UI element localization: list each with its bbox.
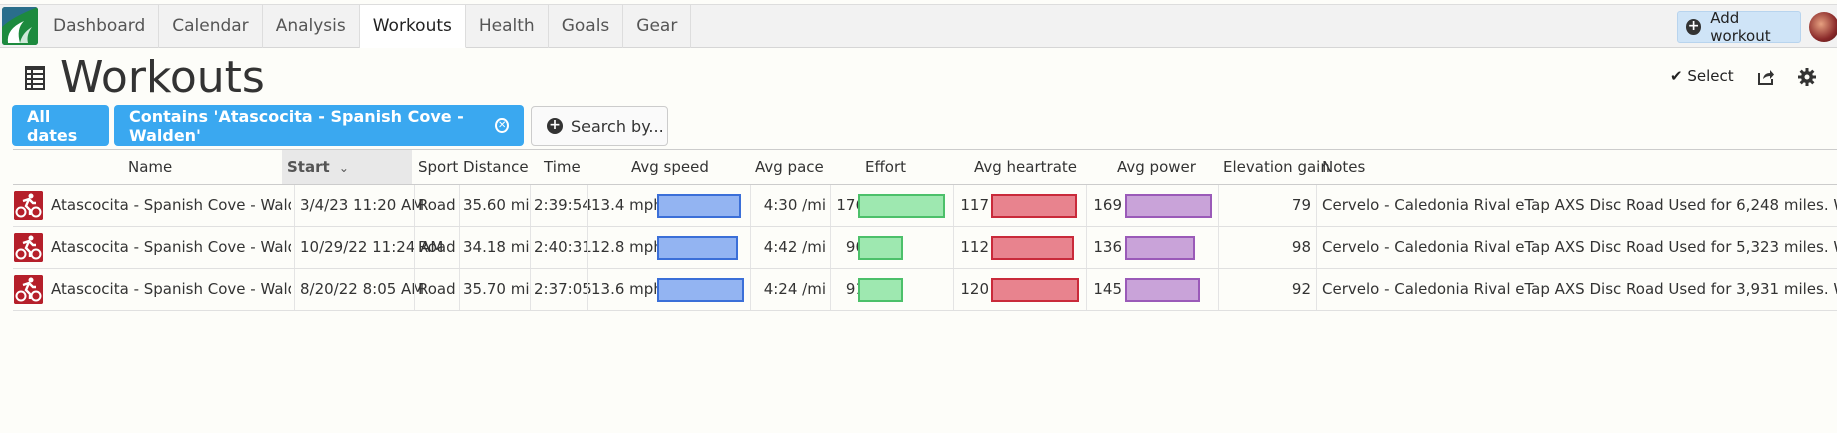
cell-elevation-gain: 98 bbox=[1291, 238, 1311, 256]
plus-circle-icon: + bbox=[1686, 18, 1702, 35]
table-row[interactable]: Atascocita - Spanish Cove - Walden 3/4/2… bbox=[13, 185, 1837, 227]
col-distance[interactable]: Distance bbox=[463, 158, 529, 176]
search-by-label: Search by... bbox=[571, 116, 664, 136]
all-dates-filter[interactable]: All dates bbox=[12, 105, 109, 146]
road-bike-icon bbox=[14, 275, 43, 304]
all-dates-label: All dates bbox=[27, 106, 78, 145]
tab-goals[interactable]: Goals bbox=[549, 5, 624, 48]
search-by-button[interactable]: + Search by... bbox=[531, 106, 668, 146]
cell-avg-speed: 12.8 mph bbox=[591, 238, 663, 256]
cell-name[interactable]: Atascocita - Spanish Cove - Walden bbox=[51, 196, 291, 214]
col-name[interactable]: Name bbox=[128, 158, 173, 176]
avatar[interactable] bbox=[1809, 12, 1837, 42]
cell-avg-speed: 13.6 mph bbox=[591, 280, 663, 298]
cell-sport: Road bbox=[418, 196, 456, 214]
road-bike-icon bbox=[14, 233, 43, 262]
plus-circle-icon: + bbox=[547, 118, 563, 134]
tab-gear[interactable]: Gear bbox=[623, 5, 692, 48]
cell-sport: Road bbox=[418, 238, 456, 256]
col-avg-heartrate[interactable]: Avg heartrate bbox=[974, 158, 1077, 176]
cell-avg-pace: 4:42 /mi bbox=[763, 238, 826, 256]
col-sport[interactable]: Sport bbox=[418, 158, 459, 176]
check-icon: ✔ bbox=[1670, 67, 1683, 85]
heartrate-bar bbox=[991, 194, 1077, 218]
cell-elevation-gain: 79 bbox=[1291, 196, 1311, 214]
cell-distance: 35.60 mi bbox=[463, 196, 530, 214]
col-elevation-gain[interactable]: Elevation gain bbox=[1223, 158, 1330, 176]
tab-calendar[interactable]: Calendar bbox=[159, 5, 263, 48]
cell-start: 8/20/22 8:05 AM bbox=[300, 280, 425, 298]
cell-avg-heartrate: 112 bbox=[960, 238, 989, 256]
app-logo-icon[interactable] bbox=[2, 7, 38, 45]
col-avg-speed[interactable]: Avg speed bbox=[631, 158, 709, 176]
power-bar bbox=[1125, 194, 1212, 218]
cell-avg-heartrate: 117 bbox=[960, 196, 989, 214]
cell-notes: Cervelo - Caledonia Rival eTap AXS Disc … bbox=[1322, 280, 1837, 298]
clear-x-icon[interactable]: ✕ bbox=[495, 118, 509, 133]
heartrate-bar bbox=[991, 278, 1079, 302]
power-bar bbox=[1125, 278, 1200, 302]
tab-analysis[interactable]: Analysis bbox=[263, 5, 360, 48]
col-start-label: Start bbox=[287, 158, 330, 176]
col-notes[interactable]: Notes bbox=[1322, 158, 1366, 176]
cell-name[interactable]: Atascocita - Spanish Cove - Walden bbox=[51, 238, 291, 256]
cell-effort: 176 bbox=[836, 196, 865, 214]
cell-distance: 34.18 mi bbox=[463, 238, 530, 256]
cell-avg-speed: 13.4 mph bbox=[591, 196, 663, 214]
cell-notes: Cervelo - Caledonia Rival eTap AXS Disc … bbox=[1322, 196, 1837, 214]
nav-tabs: Dashboard Calendar Analysis Workouts Hea… bbox=[40, 5, 692, 48]
top-navbar: Dashboard Calendar Analysis Workouts Hea… bbox=[0, 4, 1837, 48]
cell-sport: Road bbox=[418, 280, 456, 298]
power-bar bbox=[1125, 236, 1195, 260]
cell-avg-power: 145 bbox=[1093, 280, 1122, 298]
select-label: Select bbox=[1687, 67, 1734, 85]
cell-time: 2:37:05 bbox=[534, 280, 592, 298]
road-bike-icon bbox=[14, 191, 43, 220]
cell-avg-pace: 4:24 /mi bbox=[763, 280, 826, 298]
heartrate-bar bbox=[991, 236, 1074, 260]
share-icon[interactable] bbox=[1757, 68, 1775, 86]
cell-avg-heartrate: 120 bbox=[960, 280, 989, 298]
col-start[interactable]: Start ⌄ bbox=[282, 150, 412, 184]
table-header: Name Start ⌄ Sport Distance Time Avg spe… bbox=[13, 149, 1837, 185]
tab-dashboard[interactable]: Dashboard bbox=[40, 5, 160, 48]
contains-filter[interactable]: Contains 'Atascocita - Spanish Cove - Wa… bbox=[114, 105, 524, 146]
col-effort[interactable]: Effort bbox=[865, 158, 907, 176]
cell-name[interactable]: Atascocita - Spanish Cove - Walden bbox=[51, 280, 291, 298]
col-time[interactable]: Time bbox=[544, 158, 581, 176]
cell-time: 2:40:31 bbox=[534, 238, 592, 256]
cell-avg-power: 136 bbox=[1093, 238, 1122, 256]
gear-icon[interactable] bbox=[1798, 68, 1816, 86]
col-avg-pace[interactable]: Avg pace bbox=[755, 158, 824, 176]
tab-health[interactable]: Health bbox=[466, 5, 549, 48]
speed-bar bbox=[657, 194, 741, 218]
col-avg-power[interactable]: Avg power bbox=[1117, 158, 1196, 176]
select-button[interactable]: ✔ Select bbox=[1670, 67, 1734, 85]
chevron-down-icon: ⌄ bbox=[338, 161, 349, 175]
cell-distance: 35.70 mi bbox=[463, 280, 530, 298]
tab-workouts[interactable]: Workouts bbox=[359, 5, 466, 48]
cell-elevation-gain: 92 bbox=[1291, 280, 1311, 298]
effort-bar bbox=[858, 194, 945, 218]
cell-notes: Cervelo - Caledonia Rival eTap AXS Disc … bbox=[1322, 238, 1837, 256]
speed-bar bbox=[657, 236, 738, 260]
effort-bar bbox=[858, 278, 903, 302]
contains-filter-label: Contains 'Atascocita - Spanish Cove - Wa… bbox=[129, 106, 464, 145]
speed-bar bbox=[657, 278, 744, 302]
cell-avg-power: 169 bbox=[1093, 196, 1122, 214]
effort-bar bbox=[858, 236, 903, 260]
page-title: Workouts bbox=[60, 52, 265, 103]
table-row[interactable]: Atascocita - Spanish Cove - Walden 10/29… bbox=[13, 227, 1837, 269]
table-icon bbox=[25, 66, 45, 90]
cell-avg-pace: 4:30 /mi bbox=[763, 196, 826, 214]
add-workout-button[interactable]: + Add workout bbox=[1677, 9, 1801, 45]
cell-start: 3/4/23 11:20 AM bbox=[300, 196, 425, 214]
cell-time: 2:39:54 bbox=[534, 196, 592, 214]
cell-start: 10/29/22 11:24 AM bbox=[300, 238, 444, 256]
add-workout-label: Add workout bbox=[1710, 9, 1771, 45]
table-row[interactable]: Atascocita - Spanish Cove - Walden 8/20/… bbox=[13, 269, 1837, 311]
